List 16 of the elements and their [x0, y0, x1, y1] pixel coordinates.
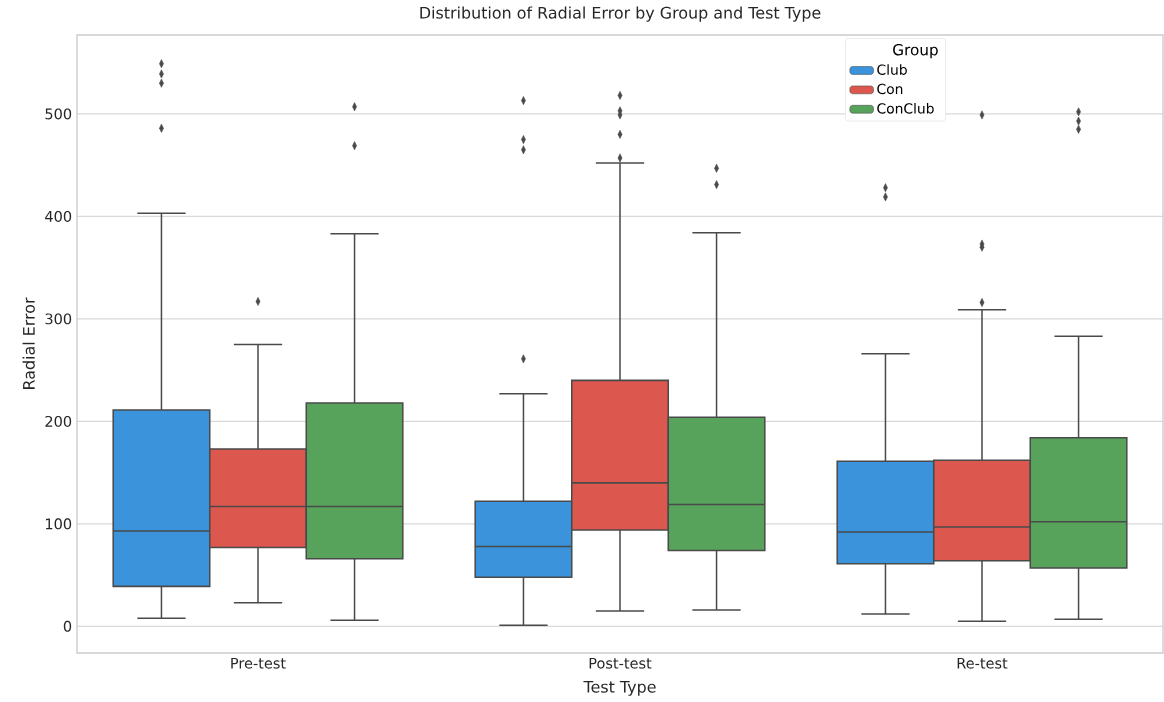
chart-title: Distribution of Radial Error by Group and Test Type: [420, 6, 821, 22]
y-tick-label: 200: [45, 415, 72, 427]
y-tick-label: 0: [63, 620, 72, 632]
y-tick-label: 400: [45, 210, 72, 222]
x-tick-label: Post-test: [589, 657, 652, 669]
y-tick-label: 300: [45, 313, 72, 325]
y-axis-title: Radial Error: [22, 297, 35, 389]
legend-label: ConClub: [877, 102, 934, 114]
legend-label: Club: [877, 64, 907, 75]
x-tick-label: Pre-test: [231, 657, 286, 669]
legend-label: Con: [877, 83, 903, 95]
legend-title: Group: [893, 43, 938, 59]
x-axis-title: Test Type: [583, 680, 656, 696]
x-tick-label: Re-test: [957, 657, 1008, 669]
y-tick-label: 100: [45, 518, 72, 530]
y-tick-label: 500: [45, 108, 72, 120]
